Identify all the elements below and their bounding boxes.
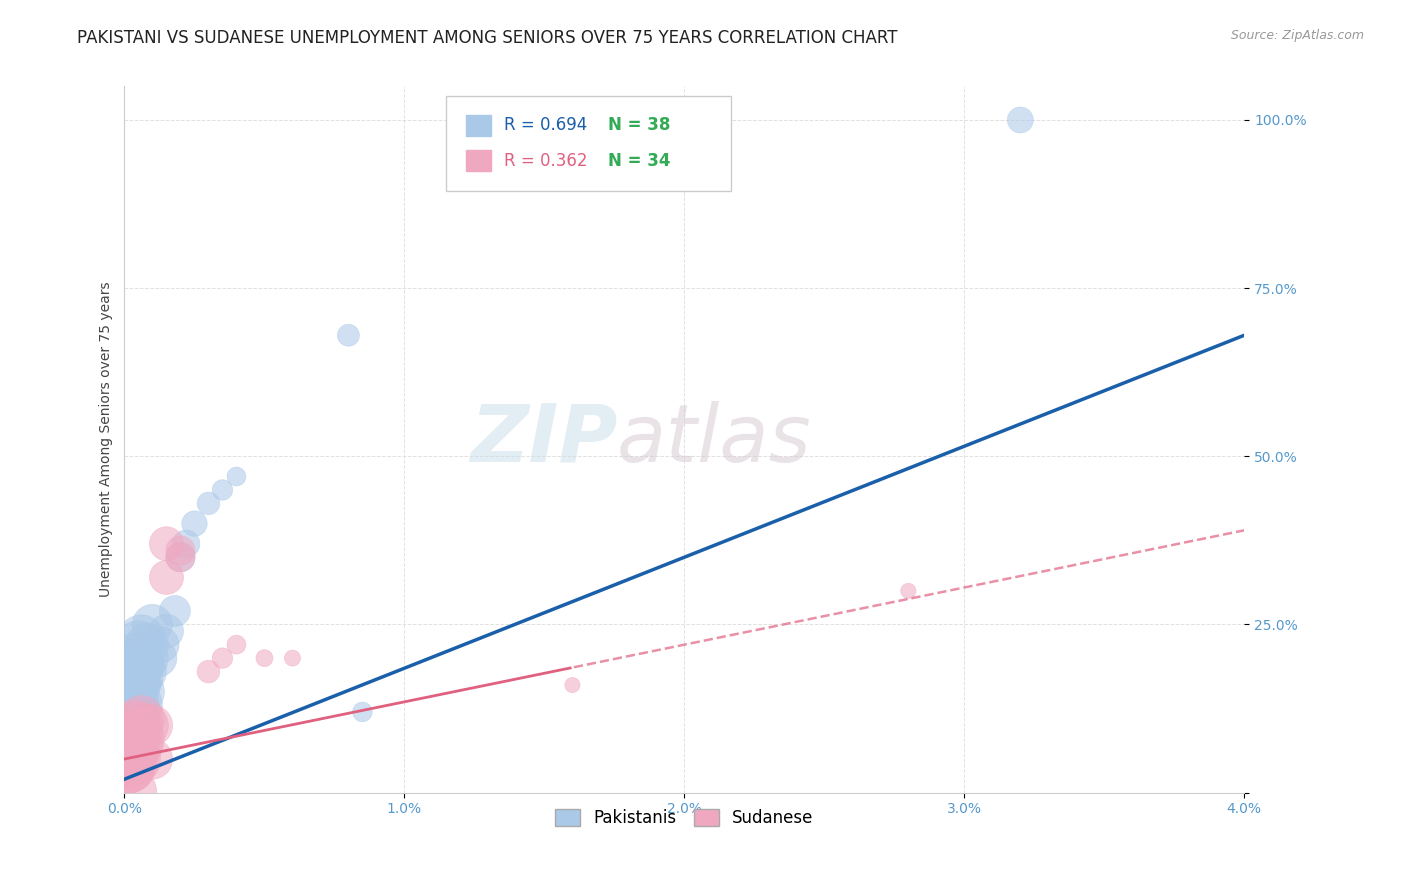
Point (197, 665, 219, 679)
Point (124, 705, 146, 719)
Text: ZIP: ZIP (470, 401, 617, 478)
Point (183, 516, 205, 531)
Point (129, 657, 152, 672)
Point (561, 678, 583, 692)
Point (117, 739, 139, 753)
Point (120, 678, 142, 692)
Point (169, 550, 191, 565)
Point (117, 752, 139, 766)
Point (114, 758, 136, 772)
Point (127, 638, 149, 652)
Point (118, 739, 141, 753)
Point (1010, 113, 1032, 128)
Text: R = 0.694: R = 0.694 (505, 116, 588, 134)
Point (225, 469, 247, 483)
Point (155, 537, 177, 551)
Point (122, 691, 145, 706)
Point (146, 651, 169, 665)
Point (118, 725, 141, 739)
Point (135, 638, 157, 652)
FancyBboxPatch shape (465, 150, 491, 171)
Point (129, 731, 152, 746)
Point (124, 678, 146, 692)
Point (132, 665, 155, 679)
Point (149, 638, 172, 652)
Point (141, 752, 163, 766)
Point (127, 739, 149, 753)
Point (281, 651, 304, 665)
Point (141, 617, 163, 632)
Text: PAKISTANI VS SUDANESE UNEMPLOYMENT AMONG SENIORS OVER 75 YEARS CORRELATION CHART: PAKISTANI VS SUDANESE UNEMPLOYMENT AMONG… (77, 29, 898, 47)
Point (169, 550, 191, 565)
FancyBboxPatch shape (465, 114, 491, 136)
Point (135, 651, 157, 665)
Point (122, 718, 145, 732)
Point (169, 543, 191, 558)
Point (120, 731, 142, 746)
Point (124, 731, 146, 746)
Point (117, 758, 139, 772)
Point (352, 705, 374, 719)
Point (127, 718, 149, 732)
Point (127, 698, 149, 713)
Point (115, 752, 138, 766)
Text: N = 34: N = 34 (609, 152, 671, 169)
Point (118, 758, 141, 772)
Point (129, 712, 152, 726)
FancyBboxPatch shape (446, 95, 731, 191)
Legend: Pakistanis, Sudanese: Pakistanis, Sudanese (548, 802, 820, 834)
Text: atlas: atlas (617, 401, 811, 478)
Point (135, 718, 157, 732)
Point (141, 718, 163, 732)
Point (897, 583, 920, 598)
Point (115, 745, 138, 759)
Point (124, 718, 146, 732)
Point (211, 651, 233, 665)
Point (124, 752, 146, 766)
Point (117, 718, 139, 732)
Point (120, 786, 142, 800)
Point (225, 638, 247, 652)
Point (120, 705, 142, 719)
Point (120, 752, 142, 766)
Point (122, 725, 145, 739)
Point (115, 745, 138, 759)
Point (120, 731, 142, 746)
Point (253, 651, 276, 665)
Point (122, 671, 145, 685)
Point (117, 739, 139, 753)
Point (129, 631, 152, 645)
Text: N = 38: N = 38 (609, 116, 671, 134)
Point (118, 698, 141, 713)
Text: Source: ZipAtlas.com: Source: ZipAtlas.com (1230, 29, 1364, 43)
Point (155, 624, 177, 639)
Point (127, 671, 149, 685)
Point (129, 685, 152, 699)
Point (122, 745, 145, 759)
Point (122, 657, 145, 672)
Text: R = 0.362: R = 0.362 (505, 152, 588, 169)
Point (337, 328, 360, 343)
Point (163, 604, 186, 618)
Point (124, 651, 146, 665)
Point (155, 570, 177, 584)
Point (211, 483, 233, 497)
Y-axis label: Unemployment Among Seniors over 75 years: Unemployment Among Seniors over 75 years (100, 282, 114, 598)
Point (197, 496, 219, 510)
Point (174, 537, 197, 551)
